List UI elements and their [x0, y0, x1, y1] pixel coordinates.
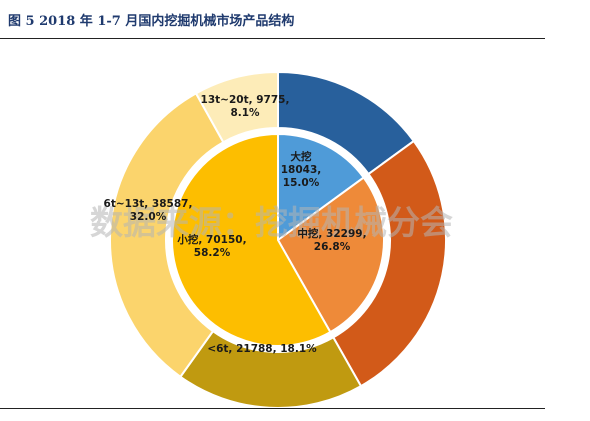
- label-13t-20t-line: 13t~20t, 9775,: [201, 94, 290, 106]
- figure-title: 图 5 2018 年 1-7 月国内挖掘机械市场产品结构: [8, 14, 295, 29]
- label-6t-13t-line: 32.0%: [130, 211, 167, 223]
- top-rule: [0, 38, 545, 39]
- slice-labels: 大挖 18043, 15.0% 中挖, 32299, 26.8% 小挖, 70150, 58…: [104, 94, 367, 355]
- watermark-text: 数据来源：挖掘机械分会: [90, 203, 453, 242]
- label-large-line: 大挖: [291, 150, 312, 163]
- inner-slice-large: [277, 132, 366, 242]
- label-lt6t: <6t, 21788, 18.1%: [207, 343, 317, 355]
- label-mid-line: 中挖, 32299,: [297, 227, 366, 240]
- label-small-line: 58.2%: [194, 247, 231, 259]
- label-small: 小挖, 70150, 58.2%: [176, 233, 246, 259]
- label-large-line: 18043,: [281, 164, 322, 176]
- label-13t-20t: 13t~20t, 9775, 8.1%: [201, 94, 290, 119]
- inner-pie: [171, 132, 385, 347]
- label-13t-20t-line: 8.1%: [230, 107, 260, 119]
- label-lt6t-line: <6t, 21788, 18.1%: [207, 343, 317, 355]
- label-mid: 中挖, 32299, 26.8%: [297, 227, 366, 253]
- label-mid-line: 26.8%: [314, 241, 351, 253]
- inner-slice-mid: [276, 176, 385, 334]
- label-6t-13t-line: 6t~13t, 38587,: [104, 198, 193, 210]
- inner-slice-small: [171, 132, 332, 347]
- bottom-rule: [0, 408, 545, 409]
- label-small-line: 小挖, 70150,: [176, 233, 246, 246]
- label-large-line: 15.0%: [283, 177, 320, 189]
- label-6t-13t: 6t~13t, 38587, 32.0%: [104, 198, 193, 223]
- label-large: 大挖 18043, 15.0%: [281, 150, 322, 189]
